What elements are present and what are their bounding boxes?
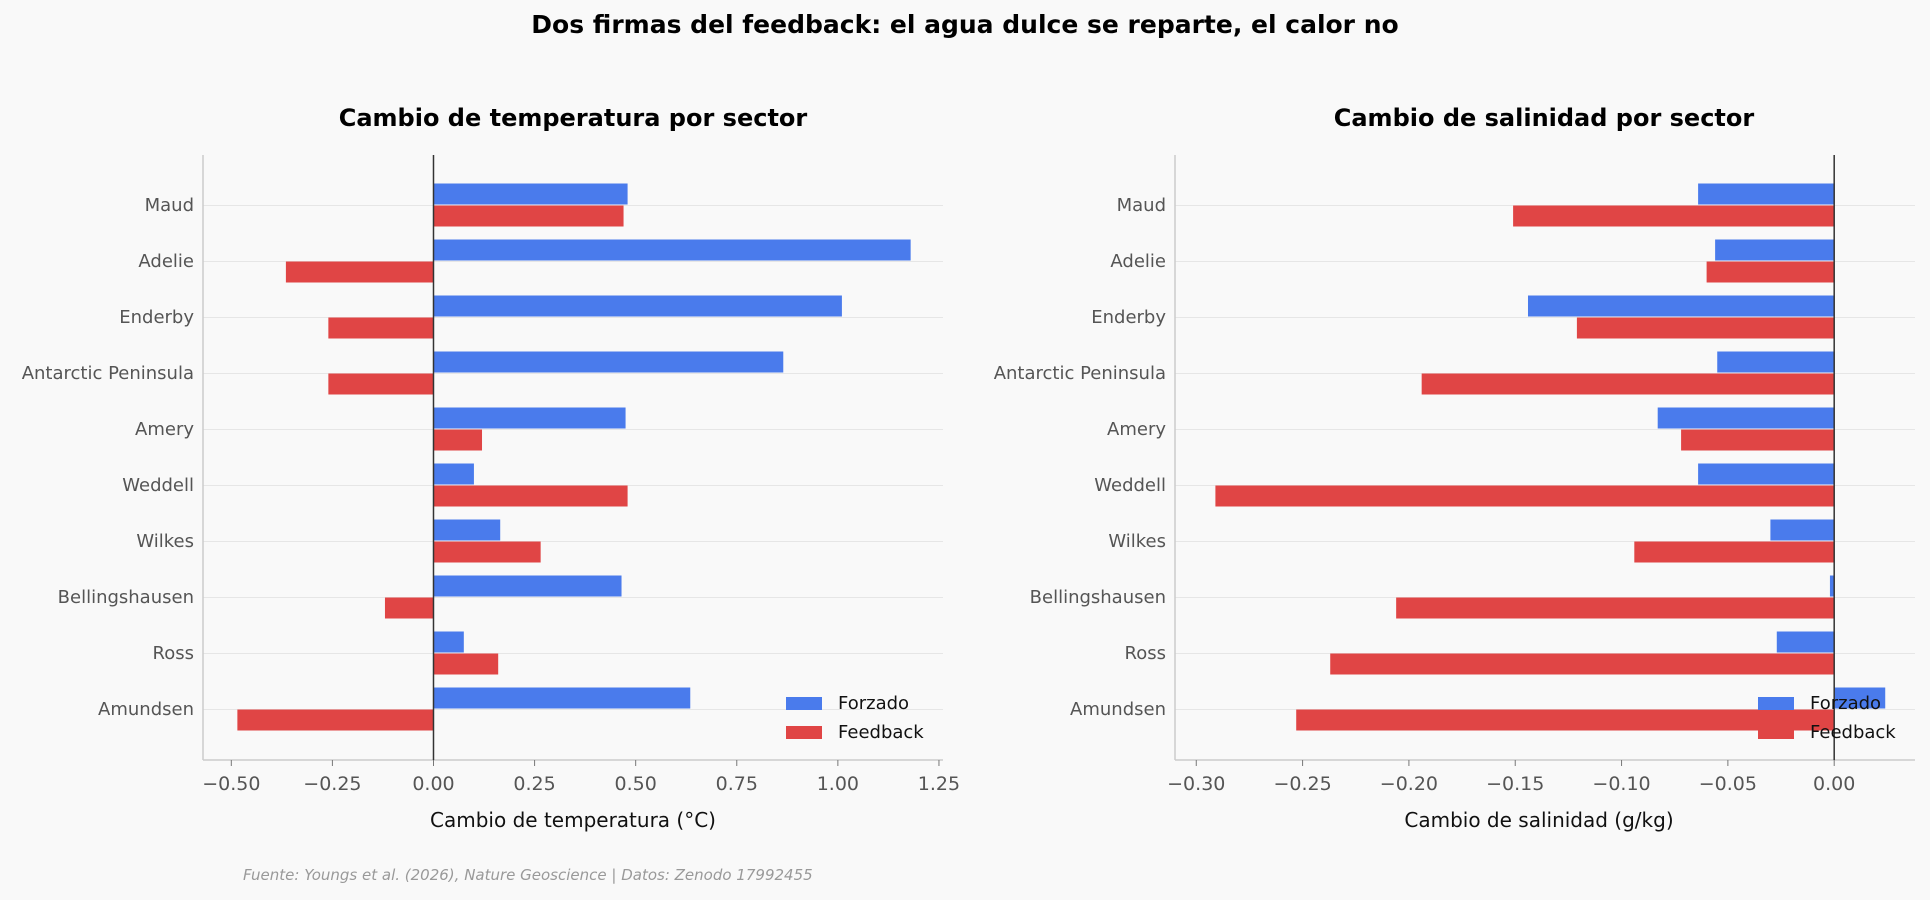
bar-feedback bbox=[1681, 429, 1835, 451]
bar-feedback bbox=[1421, 373, 1835, 395]
legend-swatch-forzado bbox=[1758, 697, 1794, 710]
legend-label: Feedback bbox=[1810, 722, 1896, 743]
legend-swatch-forzado bbox=[786, 697, 822, 710]
bar-forzado bbox=[433, 295, 842, 317]
bar-feedback bbox=[285, 261, 434, 283]
bar-forzado bbox=[1698, 463, 1835, 485]
category-label: Adelie bbox=[1110, 251, 1166, 272]
source-caption: Fuente: Youngs et al. (2026), Nature Geo… bbox=[243, 866, 813, 884]
bar-feedback bbox=[1634, 541, 1835, 563]
bar-feedback bbox=[1576, 317, 1835, 339]
x-axis-label: Cambio de temperatura (°C) bbox=[430, 808, 716, 832]
category-label: Amery bbox=[135, 419, 194, 440]
category-label: Bellingshausen bbox=[58, 587, 194, 608]
category-label: Ross bbox=[153, 643, 194, 664]
bar-feedback bbox=[1215, 485, 1835, 507]
bar-forzado bbox=[433, 239, 911, 261]
bar-feedback bbox=[328, 373, 434, 395]
x-tick-label: −0.10 bbox=[1592, 773, 1650, 795]
category-label: Wilkes bbox=[136, 531, 194, 552]
category-label: Antarctic Peninsula bbox=[22, 363, 194, 384]
bar-feedback bbox=[1513, 205, 1835, 227]
temperature-panel: Cambio de temperatura por sector Maud Adel… bbox=[22, 104, 960, 832]
legend-label: Forzado bbox=[1810, 693, 1881, 714]
x-tick-label: −0.25 bbox=[1273, 773, 1331, 795]
category-label: Bellingshausen bbox=[1030, 587, 1166, 608]
bar-forzado bbox=[1834, 687, 1886, 709]
category-label: Maud bbox=[1117, 195, 1166, 216]
x-tick-label: −0.15 bbox=[1486, 773, 1544, 795]
bar-feedback bbox=[1706, 261, 1835, 283]
panel-title: Cambio de temperatura por sector bbox=[339, 104, 808, 132]
bar-forzado bbox=[433, 575, 622, 597]
legend-label: Forzado bbox=[838, 693, 909, 714]
x-tick-label: 0.00 bbox=[412, 773, 454, 795]
category-label: Enderby bbox=[1091, 307, 1166, 328]
bar-feedback bbox=[1396, 597, 1835, 619]
legend-swatch-feedback bbox=[1758, 726, 1794, 739]
bar-feedback bbox=[433, 205, 624, 227]
bar-forzado bbox=[1527, 295, 1835, 317]
category-label: Amundsen bbox=[1070, 699, 1166, 720]
bar-forzado bbox=[1698, 183, 1835, 205]
category-label: Maud bbox=[145, 195, 194, 216]
figure-title: Dos firmas del feedback: el agua dulce s… bbox=[531, 10, 1399, 39]
bar-feedback bbox=[1296, 709, 1835, 731]
bar-forzado bbox=[1715, 239, 1835, 261]
bar-feedback bbox=[433, 541, 541, 563]
salinity-panel: Cambio de salinidad por sector Maud Adelie… bbox=[994, 104, 1915, 832]
bar-forzado bbox=[433, 351, 784, 373]
x-tick-label: 0.50 bbox=[615, 773, 657, 795]
category-label: Amundsen bbox=[98, 699, 194, 720]
legend-swatch-feedback bbox=[786, 726, 822, 739]
category-label: Antarctic Peninsula bbox=[994, 363, 1166, 384]
category-label: Weddell bbox=[122, 475, 194, 496]
legend-label: Feedback bbox=[838, 722, 924, 743]
bar-forzado bbox=[1829, 575, 1835, 597]
bar-forzado bbox=[433, 407, 626, 429]
category-label: Weddell bbox=[1094, 475, 1166, 496]
category-label: Ross bbox=[1125, 643, 1166, 664]
panel-title: Cambio de salinidad por sector bbox=[1334, 104, 1755, 132]
bar-feedback bbox=[237, 709, 434, 731]
category-label: Amery bbox=[1107, 419, 1166, 440]
x-tick-label: −0.05 bbox=[1699, 773, 1757, 795]
category-label: Adelie bbox=[138, 251, 194, 272]
x-tick-label: 1.00 bbox=[817, 773, 859, 795]
bar-forzado bbox=[1776, 631, 1835, 653]
x-tick-label: −0.30 bbox=[1167, 773, 1225, 795]
bar-forzado bbox=[1770, 519, 1835, 541]
x-axis-label: Cambio de salinidad (g/kg) bbox=[1404, 808, 1673, 832]
category-label: Wilkes bbox=[1108, 531, 1166, 552]
x-tick-label: 0.25 bbox=[513, 773, 555, 795]
bar-forzado bbox=[433, 183, 628, 205]
bar-feedback bbox=[384, 597, 434, 619]
bar-feedback bbox=[433, 653, 499, 675]
x-tick-label: −0.50 bbox=[202, 773, 260, 795]
x-tick-label: 1.25 bbox=[918, 773, 960, 795]
bar-forzado bbox=[433, 631, 464, 653]
bar-feedback bbox=[328, 317, 434, 339]
x-tick-label: −0.25 bbox=[303, 773, 361, 795]
bar-forzado bbox=[1717, 351, 1835, 373]
bar-forzado bbox=[433, 687, 691, 709]
bar-forzado bbox=[433, 519, 501, 541]
x-tick-label: 0.00 bbox=[1813, 773, 1855, 795]
bar-feedback bbox=[433, 485, 628, 507]
x-tick-label: 0.75 bbox=[716, 773, 758, 795]
bar-feedback bbox=[1330, 653, 1835, 675]
bar-forzado bbox=[433, 463, 474, 485]
x-tick-label: −0.20 bbox=[1380, 773, 1438, 795]
bar-feedback bbox=[433, 429, 483, 451]
bar-forzado bbox=[1657, 407, 1835, 429]
category-label: Enderby bbox=[119, 307, 194, 328]
